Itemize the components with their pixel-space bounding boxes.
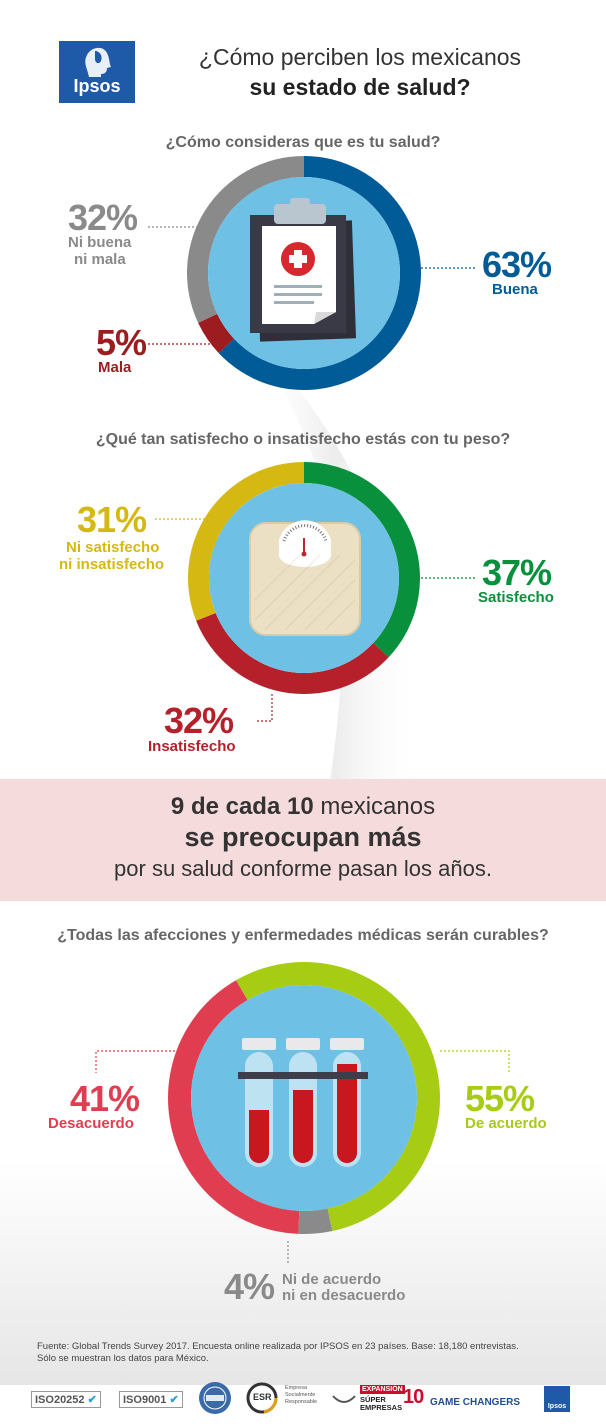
chart2-sat-value: 37% bbox=[482, 552, 552, 593]
chart1-ni-label-1: Ni buena bbox=[68, 234, 132, 251]
game-changers-text: GAME CHANGERS bbox=[430, 1397, 521, 1408]
chart1-slice-mala bbox=[198, 313, 235, 354]
chart2-ins-label: Insatisfecho bbox=[148, 738, 236, 755]
band-line2: se preocupan más bbox=[184, 822, 422, 852]
chart3-leaders bbox=[95, 1050, 510, 1264]
chart3-ni-label-2: ni en desacuerdo bbox=[282, 1287, 406, 1304]
head-silhouette-icon bbox=[85, 47, 111, 77]
chart2-question: ¿Qué tan satisfecho o insatisfecho estás… bbox=[95, 431, 511, 448]
page-title-line1: ¿Cómo perciben los mexicanos bbox=[198, 44, 522, 70]
band-line1-rest: mexicanos bbox=[320, 793, 436, 820]
chart1-mala-label: Mala bbox=[98, 359, 132, 376]
expansion-number: 10 bbox=[403, 1386, 424, 1408]
band-line3: por su salud conforme pasan los años. bbox=[114, 856, 492, 881]
iso9001-text: ISO9001 bbox=[123, 1394, 167, 1406]
band-line1-bold: 9 de cada 10 bbox=[170, 793, 314, 820]
chart3-slice-de-acuerdo bbox=[236, 962, 440, 1232]
source-line2: Sólo se muestran los datos para México. bbox=[37, 1353, 209, 1364]
chart3-ac-label: De acuerdo bbox=[465, 1115, 547, 1132]
chart2-ins-value: 32% bbox=[164, 700, 234, 741]
test-tubes-icon bbox=[238, 1038, 368, 1167]
clipboard-icon bbox=[250, 198, 357, 342]
ipsos-small-logo: Ipsos bbox=[544, 1386, 570, 1412]
chart1-ni-label-2: ni mala bbox=[74, 251, 126, 268]
chart2-ni-label-2: ni insatisfecho bbox=[59, 556, 165, 573]
esr-text: ESR bbox=[253, 1392, 272, 1402]
iso9001-badge: ISO9001 ✔ bbox=[119, 1391, 183, 1408]
chart2-slice-ni-satisfecho-ni-insatisfecho bbox=[188, 462, 304, 621]
expansion-badge: EXPANSIÓN bbox=[360, 1385, 405, 1394]
check-icon: ✔ bbox=[84, 1394, 97, 1406]
chart3-slice-ni-de-acuerdo-ni-en-desacuerdo bbox=[298, 1208, 333, 1235]
chart3-ni-label-1: Ni de acuerdo bbox=[282, 1271, 382, 1288]
chart2-sat-label: Satisfecho bbox=[478, 589, 554, 606]
page-title-line2: su estado de salud? bbox=[249, 74, 471, 100]
chart2-ni-label-1: Ni satisfecho bbox=[66, 539, 160, 556]
chart1-leaders bbox=[148, 226, 476, 345]
band-line1: 9 de cada 10 mexicanos bbox=[0, 793, 606, 821]
chart1-question: ¿Cómo consideras que es tu salud? bbox=[165, 134, 441, 151]
chart1-ni-value: 32% bbox=[68, 197, 138, 238]
chart1-mala-value: 5% bbox=[96, 322, 147, 363]
chart1-buena-label: Buena bbox=[492, 281, 538, 298]
iso20252-badge: ISO20252 ✔ bbox=[31, 1391, 101, 1408]
chart2-slice-insatisfecho bbox=[196, 612, 389, 694]
logo-text: Ipsos bbox=[73, 76, 121, 96]
chart1-slice-buena bbox=[218, 156, 421, 390]
chart1-buena-value: 63% bbox=[482, 244, 552, 285]
ipsos-small-text: Ipsos bbox=[547, 1403, 567, 1410]
super-empresas-text: SÚPER EMPRESAS bbox=[360, 1395, 403, 1412]
chart2-leaders bbox=[155, 518, 476, 722]
source-note: Fuente: Global Trends Survey 2017. Encue… bbox=[37, 1341, 577, 1365]
chart3-ni-value: 4% bbox=[224, 1266, 275, 1307]
iso20252-text: ISO20252 bbox=[35, 1394, 85, 1406]
ipsos-logo: Ipsos bbox=[59, 41, 135, 103]
seal-icon bbox=[199, 1382, 231, 1414]
check-icon: ✔ bbox=[166, 1394, 179, 1406]
chart2-ni-value: 31% bbox=[77, 499, 147, 540]
esr-caption: Empresa Socialmente Responsable bbox=[285, 1385, 318, 1405]
esr-seal-icon bbox=[246, 1382, 278, 1414]
chart3-question: ¿Todas las afecciones y enfermedades méd… bbox=[57, 927, 549, 944]
chart1-slice-ni-buena-ni-mala bbox=[186, 156, 304, 323]
source-line1: Fuente: Global Trends Survey 2017. Encue… bbox=[37, 1341, 519, 1352]
smile-icon bbox=[332, 1395, 356, 1403]
bathroom-scale-icon bbox=[249, 520, 361, 636]
chart2-slice-satisfecho bbox=[304, 462, 421, 658]
chart3-slice-desacuerdo bbox=[167, 980, 300, 1234]
chart3-des-label: Desacuerdo bbox=[48, 1115, 134, 1132]
chart3-des-value: 41% bbox=[70, 1078, 140, 1119]
highlight-band: 9 de cada 10 mexicanos se preocupan más … bbox=[0, 779, 606, 901]
chart3-ac-value: 55% bbox=[465, 1078, 535, 1119]
